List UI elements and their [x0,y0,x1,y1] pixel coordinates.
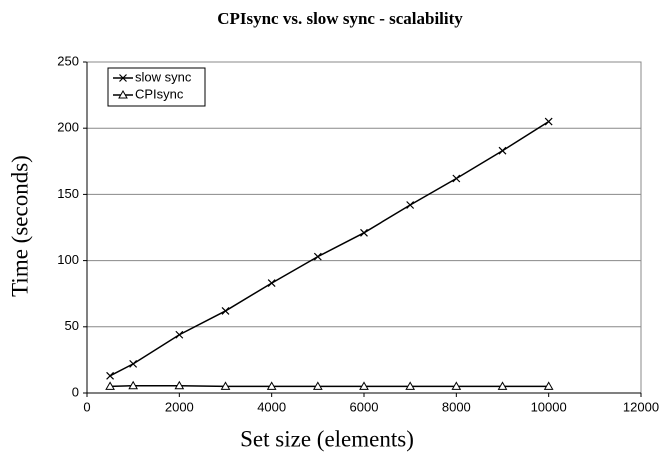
point-marker [105,381,115,390]
point-marker [313,252,322,261]
legend-marker [118,89,128,99]
x-tick-label: 0 [83,399,90,414]
y-tick-label: 100 [57,252,79,267]
point-marker [497,381,508,390]
point-marker [267,279,276,288]
point-marker [106,371,115,380]
y-tick-label: 0 [72,384,79,399]
legend-label: slow sync [135,69,192,84]
point-marker [266,381,277,390]
y-tick-label: 50 [65,318,79,333]
point-marker [406,201,415,209]
x-tick-label: 4000 [257,399,286,414]
point-marker [359,381,369,390]
point-marker [129,359,138,368]
y-tick-label: 250 [57,53,79,68]
chart-title: CPIsync vs. slow sync - scalability [217,9,463,28]
point-marker [128,380,139,390]
x-tick-label: 10000 [531,399,567,414]
x-tick-label: 12000 [623,399,659,414]
x-tick-label: 6000 [350,399,379,414]
point-marker [452,174,461,183]
point-marker [543,381,554,390]
point-marker [360,228,368,237]
point-marker [220,381,231,390]
series-line [110,384,549,388]
y-axis-label: Time (seconds) [7,155,32,297]
point-marker [405,381,416,390]
point-marker [312,381,323,390]
point-marker [544,117,553,126]
legend-box [107,67,206,107]
x-tick-label: 8000 [442,399,471,414]
legend-marker [119,74,127,82]
point-marker [451,381,462,390]
plot-area [86,61,642,394]
y-tick-label: 150 [57,186,79,201]
x-axis-label: Set size (elements) [240,426,414,451]
point-marker [498,146,507,155]
legend-label: CPIsync [135,86,184,101]
x-tick-label: 2000 [165,399,194,414]
y-tick-label: 200 [57,120,79,135]
point-marker [221,306,230,315]
point-marker [174,380,185,390]
point-marker [175,330,184,339]
